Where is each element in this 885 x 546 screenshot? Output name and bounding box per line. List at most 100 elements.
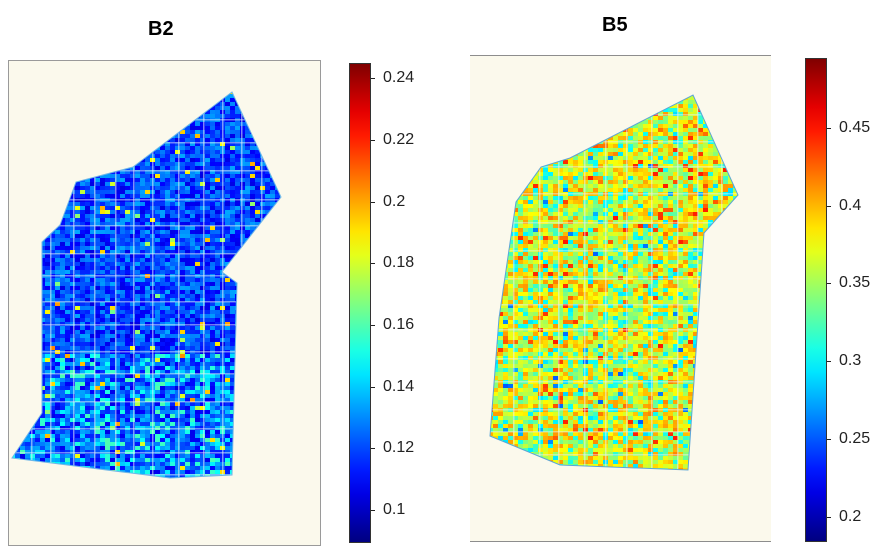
pixel-cell [235,366,241,371]
pixel-cell [160,382,166,387]
pixel-cell [105,446,111,451]
pixel-cell [170,410,176,415]
pixel-cell [175,370,181,375]
pixel-cell [120,158,126,163]
pixel-cell [80,146,86,151]
pixel-cell [120,290,126,295]
pixel-cell [190,170,196,175]
pixel-cell [30,382,36,387]
pixel-cell [275,230,281,235]
pixel-cell [160,302,166,307]
pixel-cell [185,146,191,151]
pixel-cell [160,178,166,183]
pixel-cell [145,242,151,247]
pixel-cell [90,298,96,303]
pixel-cell [260,398,266,403]
pixel-cell [200,330,206,335]
pixel-cell [40,318,46,323]
pixel-cell [270,162,276,167]
pixel-cell [200,346,206,351]
pixel-cell [205,386,211,391]
pixel-cell [75,430,81,435]
pixel-cell [90,166,96,171]
pixel-cell [140,138,146,143]
pixel-cell [50,146,56,151]
pixel-cell [120,138,126,143]
pixel-cell [210,170,216,175]
pixel-cell [135,262,141,267]
pixel-cell [215,130,221,135]
pixel-cell [115,334,121,339]
pixel-cell [55,110,61,115]
pixel-cell [130,254,136,259]
pixel-cell [75,254,81,259]
pixel-cell [230,422,236,427]
pixel-cell [40,98,46,103]
pixel-cell [235,202,241,207]
pixel-cell [195,314,201,319]
pixel-cell [160,330,166,335]
pixel-cell [55,202,61,207]
pixel-cell [100,182,106,187]
pixel-cell [175,250,181,255]
pixel-cell [45,254,51,259]
pixel-cell [230,290,236,295]
pixel-cell [75,310,81,315]
pixel-cell [35,262,41,267]
pixel-cell [95,294,101,299]
pixel-cell [225,142,231,147]
pixel-cell [185,366,191,371]
pixel-cell [250,282,256,287]
pixel-cell [195,246,201,251]
pixel-cell [215,178,221,183]
pixel-cell [240,282,246,287]
pixel-cell [75,110,81,115]
pixel-cell [75,92,81,95]
pixel-cell [160,342,166,347]
pixel-cell [180,114,186,119]
pixel-cell [155,98,161,103]
pixel-cell [25,158,31,163]
pixel-cell [12,426,16,431]
pixel-cell [155,346,161,351]
pixel-cell [275,294,281,299]
pixel-cell [125,186,131,191]
pixel-cell [15,278,21,283]
pixel-cell [200,282,206,287]
pixel-cell [165,170,171,175]
pixel-cell [275,418,281,423]
pixel-cell [135,106,141,111]
pixel-cell [30,342,36,347]
pixel-cell [255,122,261,127]
pixel-cell [75,326,81,331]
pixel-cell [225,306,231,311]
pixel-cell [260,442,266,447]
pixel-cell [110,398,116,403]
pixel-cell [175,162,181,167]
pixel-cell [75,378,81,383]
pixel-cell [45,134,51,139]
pixel-cell [15,174,21,179]
pixel-cell [155,434,161,439]
pixel-cell [185,342,191,347]
pixel-cell [15,162,21,167]
pixel-cell [125,390,131,395]
pixel-cell [105,162,111,167]
pixel-cell [150,138,156,143]
pixel-cell [135,258,141,263]
pixel-cell [95,330,101,335]
pixel-cell [155,202,161,207]
pixel-cell [200,210,206,215]
pixel-cell [165,346,171,351]
pixel-cell [55,194,61,199]
pixel-cell [40,202,46,207]
pixel-cell [240,242,246,247]
pixel-cell [280,126,281,131]
pixel-cell [80,98,86,103]
pixel-cell [85,406,91,411]
pixel-cell [190,282,196,287]
pixel-cell [165,146,171,151]
pixel-cell [245,418,251,423]
pixel-cell [255,282,261,287]
pixel-cell [265,290,271,295]
